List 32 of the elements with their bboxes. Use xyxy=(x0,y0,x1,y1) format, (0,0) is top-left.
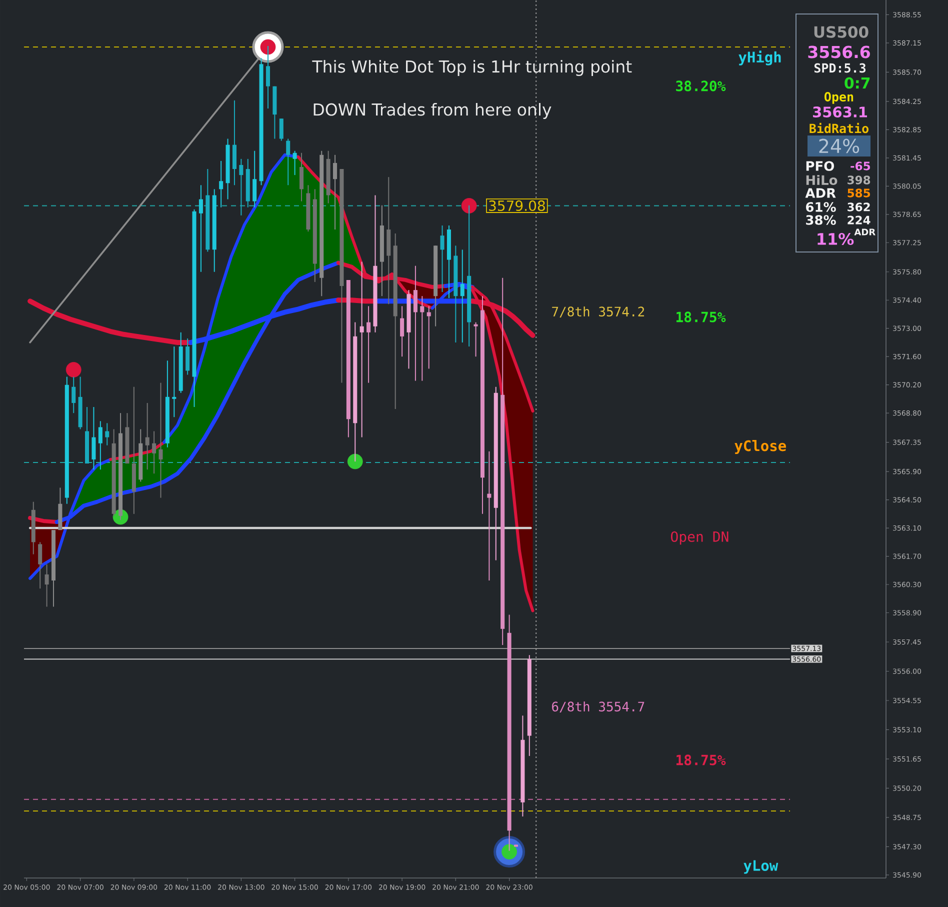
annotation: 38.20% xyxy=(676,80,726,92)
annotation: ADR xyxy=(854,228,876,236)
annotation: 6/8th 3554.7 xyxy=(552,701,644,713)
annotation: 398 xyxy=(848,176,870,184)
annotation: HiLo xyxy=(806,174,838,186)
annotation: PFO xyxy=(806,161,834,171)
annotation: Open xyxy=(824,92,854,104)
annotation: 0:7 xyxy=(844,77,870,89)
annotation: 18.75% xyxy=(676,754,726,766)
ref-line-label: 3579.08 xyxy=(489,200,545,212)
annotation: 3563.1 xyxy=(813,106,867,118)
annotation: US500 xyxy=(814,26,868,38)
annotation: yHigh xyxy=(738,50,781,66)
annotation: 38% xyxy=(806,215,836,225)
annotation: yLow xyxy=(744,860,778,874)
annotation: Open DN xyxy=(671,531,728,545)
annotation: 61% xyxy=(806,202,836,212)
annotation: 18.75% xyxy=(676,312,726,322)
annotation: 585 xyxy=(848,188,870,198)
annotation: yClose xyxy=(734,440,786,454)
annotation: 24% xyxy=(819,138,860,154)
annotation: 224 xyxy=(848,216,870,224)
annotation: SPD:5.3 xyxy=(814,63,866,73)
annotation: 3556.6 xyxy=(808,46,870,58)
annotation: BidRatio xyxy=(810,122,869,134)
annotation: 362 xyxy=(848,202,870,212)
annotation: ADR xyxy=(805,188,836,198)
annotation: -65 xyxy=(850,162,870,170)
annotation: 11% xyxy=(818,232,854,246)
annotation: DOWN Trades from here only xyxy=(314,103,552,119)
annotation: 7/8th 3574.2 xyxy=(552,306,644,318)
annotation: This White Dot Top is 1Hr turning point xyxy=(312,60,632,76)
